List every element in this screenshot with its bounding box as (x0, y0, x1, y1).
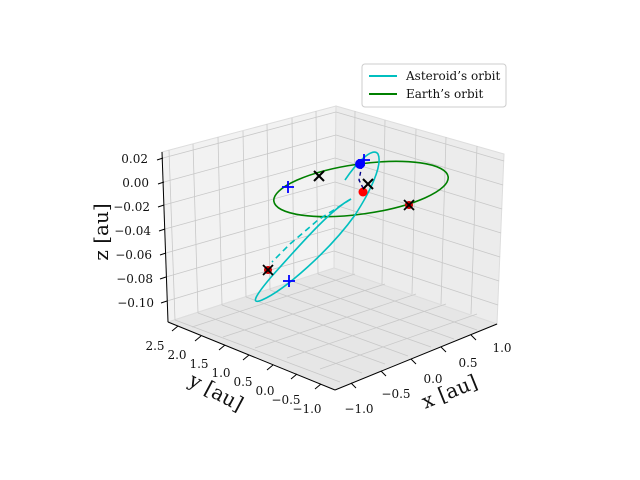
z-axis-line (161, 151, 169, 323)
y-tick-label: 0.5 (233, 375, 252, 389)
x-tick-label: 0.5 (458, 356, 477, 370)
earth-cross-marker (313, 170, 325, 182)
axis-panes (161, 105, 505, 391)
x-tick-labels: −1.0 −0.5 0.0 0.5 1.0 (344, 341, 511, 416)
legend-earth-label: Earth’s orbit (406, 87, 483, 101)
z-tick-labels: 0.02 0.00 −0.02 −0.04 −0.06 −0.08 −0.10 (113, 152, 154, 310)
z-tick-label: −0.04 (114, 224, 151, 238)
earth-position-dot (358, 187, 368, 197)
z-tick-label: −0.10 (117, 296, 154, 310)
x-tick-label: 1.0 (492, 341, 511, 355)
z-tick-label: 0.02 (121, 152, 148, 166)
z-tick-label: 0.00 (122, 176, 149, 190)
asteroid-node-marker (282, 181, 294, 193)
x-tick-label: 0.0 (423, 372, 442, 386)
x-tick-label: −1.0 (344, 402, 373, 416)
asteroid-earth-link (358, 164, 365, 191)
asteroid-node-marker (283, 275, 295, 287)
y-tick-label: 2.5 (145, 339, 164, 353)
z-tick-label: −0.02 (113, 200, 150, 214)
x-axis-line (334, 323, 498, 391)
y-tick-label: 2.0 (167, 348, 186, 362)
gridlines (162, 110, 505, 383)
crossing-marker (262, 264, 274, 276)
asteroid-orbit-solid (254, 151, 380, 303)
legend-asteroid-label: Asteroid’s orbit (405, 69, 500, 83)
z-tick-label: −0.06 (115, 248, 152, 262)
y-tick-label: 1.0 (211, 366, 230, 380)
earth-cross-marker (362, 178, 374, 190)
crossing-marker (403, 199, 415, 211)
legend: Asteroid’s orbit Earth’s orbit (361, 63, 507, 108)
markers (262, 154, 415, 287)
legend-box (361, 63, 507, 108)
tick-marks (156, 157, 477, 390)
asteroid-position-dot (355, 159, 365, 169)
y-tick-labels: 2.5 2.0 1.5 1.0 0.5 0.0 −0.5 −1.0 (145, 339, 321, 416)
y-tick-label: 0.0 (255, 384, 274, 398)
z-axis-label: z [au] (89, 203, 113, 260)
y-axis-line (167, 321, 336, 391)
y-tick-label: 1.5 (189, 357, 208, 371)
y-tick-label: −1.0 (292, 402, 321, 416)
z-tick-label: −0.08 (116, 272, 153, 286)
x-tick-label: −0.5 (381, 387, 410, 401)
axis-lines (161, 151, 498, 391)
y-tick-label: −0.5 (271, 393, 300, 407)
